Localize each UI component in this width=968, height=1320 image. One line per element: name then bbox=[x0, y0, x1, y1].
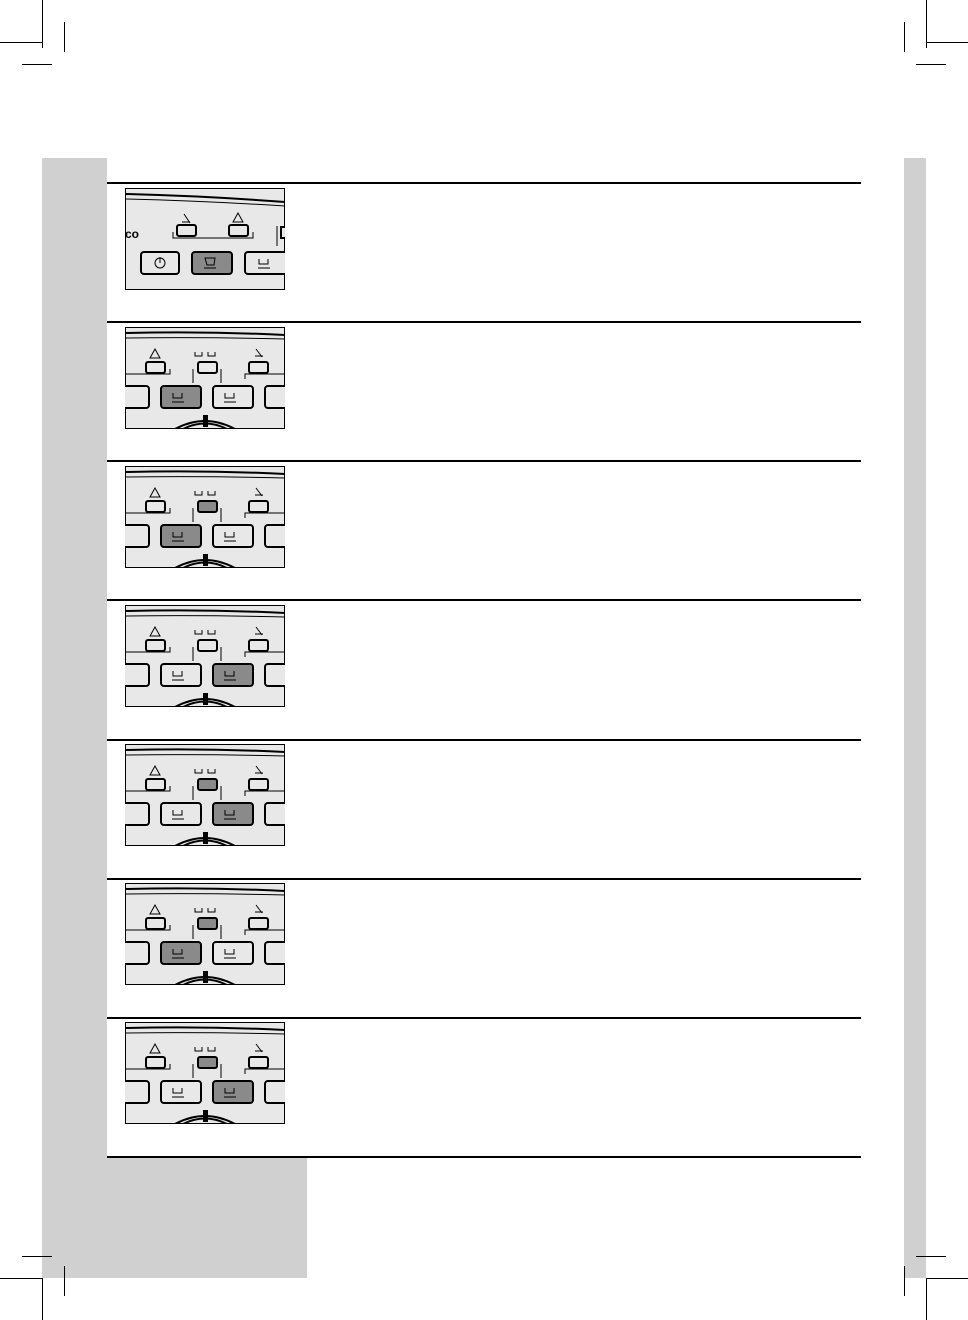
cup-icons bbox=[194, 352, 216, 357]
panel-button bbox=[212, 385, 254, 409]
crop-mark bbox=[916, 1256, 946, 1257]
panel-button bbox=[125, 385, 150, 409]
panel-button bbox=[212, 941, 254, 965]
steam-off-icon bbox=[255, 904, 263, 914]
control-panel-illustration-7 bbox=[125, 1022, 285, 1124]
cup-icons bbox=[194, 491, 216, 496]
panel-button bbox=[160, 1080, 202, 1104]
section-divider bbox=[107, 878, 861, 880]
steam-off-icon bbox=[255, 1043, 263, 1053]
crop-mark bbox=[926, 1278, 968, 1279]
section-divider bbox=[107, 460, 861, 462]
middle-led bbox=[197, 639, 218, 652]
control-panel-illustration-1: co bbox=[125, 188, 285, 290]
cup-icons bbox=[194, 630, 216, 635]
panel-button bbox=[125, 941, 150, 965]
section-divider bbox=[107, 321, 861, 323]
crop-mark bbox=[904, 22, 905, 52]
bottom-left-band bbox=[107, 1156, 307, 1278]
middle-led bbox=[197, 917, 218, 930]
steam-off-icon bbox=[255, 487, 263, 497]
panel-button bbox=[125, 802, 150, 826]
crop-mark bbox=[926, 0, 927, 48]
panel-button bbox=[160, 663, 202, 687]
crop-mark bbox=[42, 0, 43, 48]
warning-icon bbox=[149, 625, 161, 637]
warning-icon bbox=[232, 211, 244, 223]
crop-mark bbox=[64, 22, 65, 52]
crop-mark bbox=[926, 1278, 927, 1320]
section-divider bbox=[107, 1156, 861, 1158]
warning-icon bbox=[149, 347, 161, 359]
crop-mark bbox=[0, 42, 42, 43]
right-margin-band bbox=[904, 158, 926, 1278]
section-divider bbox=[107, 1017, 861, 1019]
middle-led bbox=[197, 361, 218, 374]
panel-button bbox=[212, 1080, 254, 1104]
steam-off-icon bbox=[182, 213, 191, 224]
panel-button bbox=[264, 524, 285, 548]
crop-mark bbox=[926, 42, 968, 43]
logo-text: co bbox=[125, 227, 139, 241]
warning-icon bbox=[149, 903, 161, 915]
panel-button bbox=[264, 941, 285, 965]
panel-button bbox=[264, 385, 285, 409]
crop-mark bbox=[904, 1266, 905, 1296]
panel-button bbox=[212, 524, 254, 548]
section-divider bbox=[107, 182, 861, 184]
steam-off-icon bbox=[255, 765, 263, 775]
panel-button bbox=[264, 663, 285, 687]
cup-icons bbox=[194, 769, 216, 774]
control-panel-illustration-6 bbox=[125, 883, 285, 985]
middle-led bbox=[197, 778, 218, 791]
control-panel-illustration-2 bbox=[125, 327, 285, 429]
control-panel-illustration-4 bbox=[125, 605, 285, 707]
panel-button bbox=[160, 941, 202, 965]
control-panel-illustration-3 bbox=[125, 466, 285, 568]
panel-button bbox=[160, 524, 202, 548]
panel-button bbox=[125, 663, 150, 687]
left-margin-band bbox=[42, 158, 107, 1278]
panel-button bbox=[160, 802, 202, 826]
crop-mark bbox=[0, 1278, 42, 1279]
cup-icons bbox=[194, 908, 216, 913]
warning-icon bbox=[149, 486, 161, 498]
panel-button bbox=[264, 802, 285, 826]
panel-button bbox=[125, 524, 150, 548]
crop-mark bbox=[64, 1266, 65, 1296]
crop-mark bbox=[916, 64, 946, 65]
crop-mark bbox=[42, 1278, 43, 1320]
crop-mark bbox=[22, 64, 52, 65]
section-divider bbox=[107, 739, 861, 741]
crop-mark bbox=[22, 1256, 52, 1257]
cup-icons bbox=[194, 1047, 216, 1052]
section-divider bbox=[107, 599, 861, 601]
control-panel-illustration-5 bbox=[125, 744, 285, 846]
warning-icon bbox=[149, 1042, 161, 1054]
middle-led bbox=[197, 1056, 218, 1069]
panel-button bbox=[212, 663, 254, 687]
warning-icon bbox=[149, 764, 161, 776]
middle-led bbox=[197, 500, 218, 513]
steam-off-icon bbox=[255, 626, 263, 636]
panel-button bbox=[125, 1080, 150, 1104]
panel-button bbox=[160, 385, 202, 409]
panel-button bbox=[264, 1080, 285, 1104]
steam-off-icon bbox=[255, 348, 263, 358]
panel-button bbox=[212, 802, 254, 826]
